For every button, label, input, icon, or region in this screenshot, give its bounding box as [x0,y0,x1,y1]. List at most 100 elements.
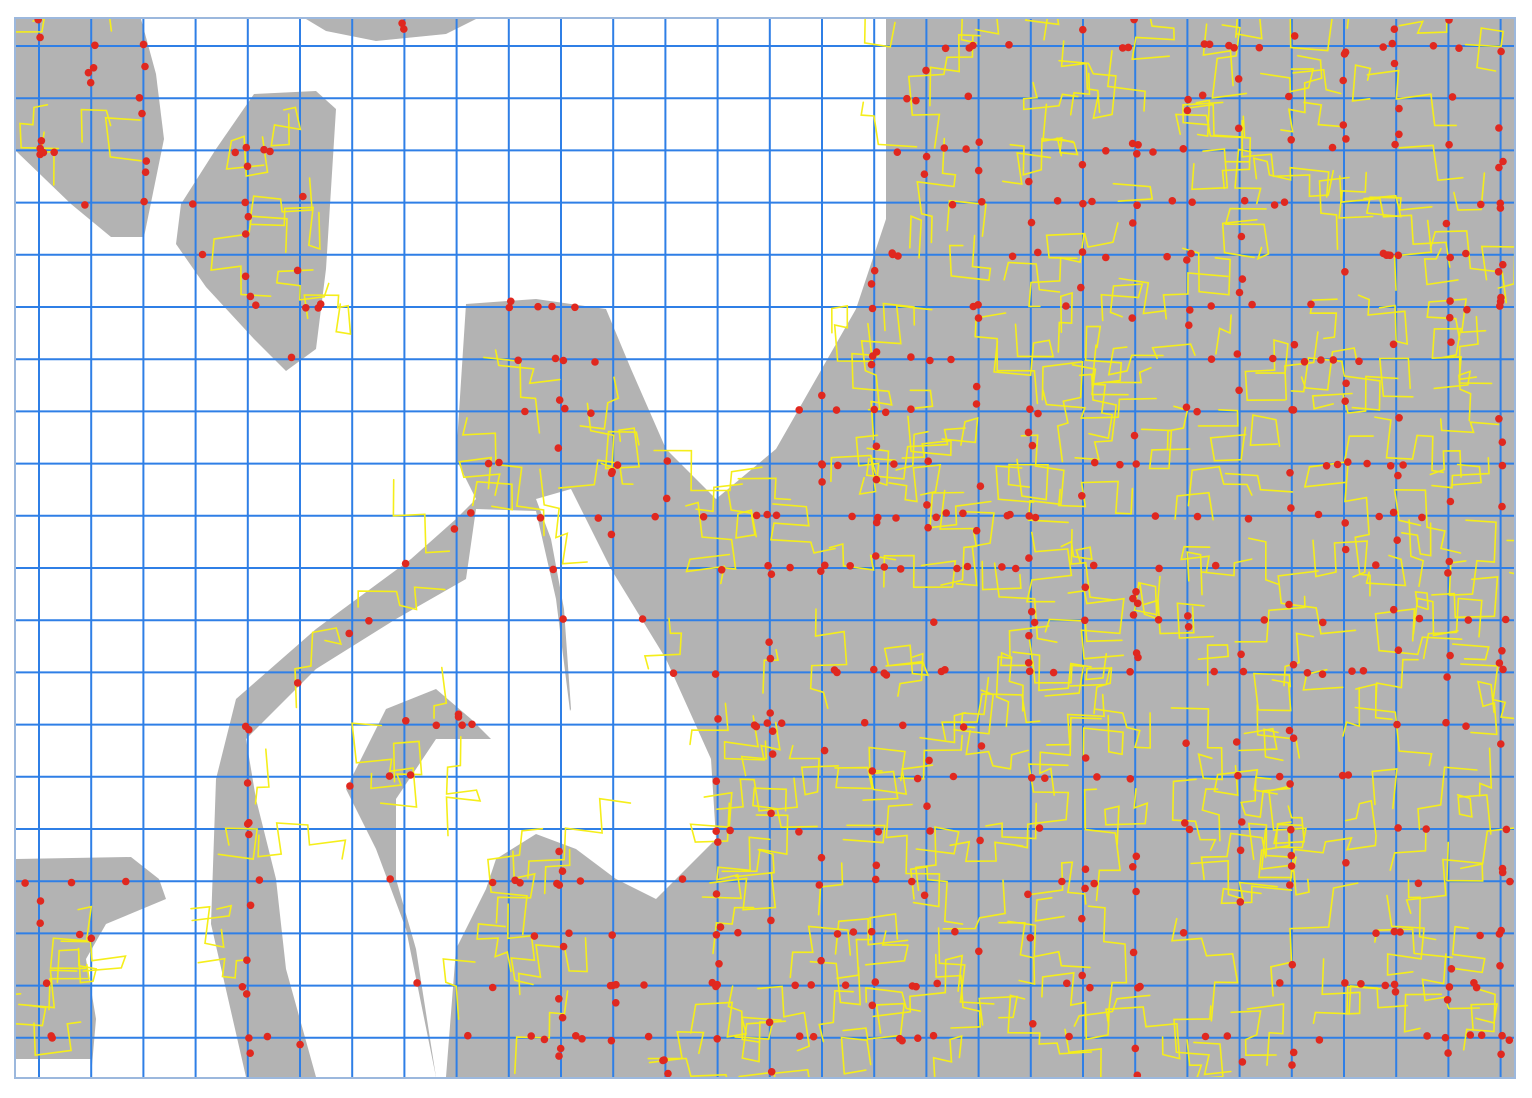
node-marker[interactable] [555,396,564,404]
node-marker[interactable] [1079,25,1087,34]
node-marker[interactable] [89,64,98,72]
node-marker[interactable] [1477,1031,1486,1039]
node-marker[interactable] [1303,669,1312,677]
node-marker[interactable] [1198,91,1207,100]
node-marker[interactable] [1375,512,1383,521]
node-marker[interactable] [998,563,1006,571]
node-marker[interactable] [846,562,854,570]
node-marker[interactable] [1414,879,1423,888]
node-marker[interactable] [1025,512,1033,520]
node-marker[interactable] [536,514,545,522]
node-marker[interactable] [1342,379,1350,388]
node-marker[interactable] [818,478,826,486]
node-marker[interactable] [1034,409,1042,418]
node-marker[interactable] [1237,232,1246,241]
node-marker[interactable] [1497,293,1505,302]
grid-map[interactable] [16,19,1514,1077]
node-marker[interactable] [1132,887,1140,896]
node-marker[interactable] [830,666,839,674]
node-marker[interactable] [849,928,858,936]
node-marker[interactable] [1234,124,1243,133]
node-marker[interactable] [871,978,880,986]
node-marker[interactable] [1182,403,1191,412]
node-marker[interactable] [75,930,84,939]
node-marker[interactable] [713,1035,721,1043]
node-marker[interactable] [872,442,881,451]
node-marker[interactable] [1442,718,1450,727]
node-marker[interactable] [1391,140,1399,149]
node-marker[interactable] [1029,1020,1037,1028]
node-marker[interactable] [47,1032,55,1040]
node-marker[interactable] [868,767,877,775]
node-marker[interactable] [1333,460,1342,469]
node-marker[interactable] [1131,1044,1140,1053]
node-marker[interactable] [750,721,759,729]
node-marker[interactable] [1328,143,1337,152]
node-marker[interactable] [1223,1032,1232,1040]
node-marker[interactable] [767,570,776,578]
node-marker[interactable] [266,147,274,156]
node-marker[interactable] [1232,738,1241,746]
node-marker[interactable] [1116,460,1124,469]
node-marker[interactable] [1389,605,1398,614]
node-marker[interactable] [488,878,497,887]
node-marker[interactable] [1132,852,1141,861]
node-marker[interactable] [1463,305,1471,314]
map-viewport[interactable] [14,17,1516,1079]
node-marker[interactable] [1496,962,1504,970]
node-marker[interactable] [1497,1050,1505,1059]
node-marker[interactable] [1393,720,1401,729]
node-marker[interactable] [895,1034,904,1043]
node-marker[interactable] [1185,321,1193,330]
node-marker[interactable] [817,956,825,965]
node-marker[interactable] [903,94,911,103]
node-marker[interactable] [1423,1032,1431,1040]
node-marker[interactable] [1429,42,1438,50]
node-marker[interactable] [795,828,803,836]
node-marker[interactable] [1498,461,1507,470]
node-marker[interactable] [1003,511,1012,520]
node-marker[interactable] [1193,512,1202,521]
node-marker[interactable] [678,875,687,883]
node-marker[interactable] [1126,668,1134,676]
node-marker[interactable] [1181,819,1189,827]
node-marker[interactable] [1286,469,1294,477]
node-marker[interactable] [1008,252,1017,261]
node-marker[interactable] [246,1049,254,1057]
node-marker[interactable] [1136,982,1144,991]
node-marker[interactable] [942,509,950,517]
node-marker[interactable] [765,1018,774,1027]
node-marker[interactable] [252,301,260,310]
node-marker[interactable] [712,827,720,835]
node-marker[interactable] [1395,414,1403,422]
node-marker[interactable] [1379,249,1388,258]
node-marker[interactable] [1089,561,1098,570]
node-marker[interactable] [959,723,968,731]
node-marker[interactable] [975,947,983,956]
node-marker[interactable] [1288,960,1297,969]
node-marker[interactable] [1027,774,1036,782]
node-marker[interactable] [923,802,931,810]
node-marker[interactable] [1235,288,1244,297]
node-marker[interactable] [881,408,890,417]
node-marker[interactable] [1128,314,1136,322]
node-marker[interactable] [922,66,930,75]
node-marker[interactable] [345,629,354,638]
node-marker[interactable] [84,68,93,77]
node-marker[interactable] [1372,561,1380,569]
node-marker[interactable] [385,772,394,780]
node-marker[interactable] [941,44,950,53]
node-marker[interactable] [777,719,786,727]
node-marker[interactable] [67,878,76,887]
node-marker[interactable] [1394,471,1402,480]
node-marker[interactable] [554,444,563,452]
node-marker[interactable] [1446,497,1455,506]
node-marker[interactable] [1081,616,1089,625]
node-marker[interactable] [870,665,878,674]
node-marker[interactable] [1270,201,1279,209]
node-marker[interactable] [1035,824,1044,832]
node-marker[interactable] [937,667,946,676]
node-marker[interactable] [1339,76,1347,85]
node-marker[interactable] [899,721,907,730]
node-marker[interactable] [314,304,323,312]
